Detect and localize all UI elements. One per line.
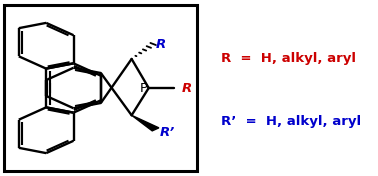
Text: P: P [139, 81, 147, 95]
Text: R’  =  H, alkyl, aryl: R’ = H, alkyl, aryl [220, 115, 361, 128]
Text: R’: R’ [160, 126, 175, 139]
Text: R  =  H, alkyl, aryl: R = H, alkyl, aryl [220, 52, 355, 65]
Polygon shape [132, 115, 159, 131]
Text: R: R [182, 82, 192, 95]
Text: R: R [156, 38, 166, 51]
FancyBboxPatch shape [4, 5, 197, 171]
